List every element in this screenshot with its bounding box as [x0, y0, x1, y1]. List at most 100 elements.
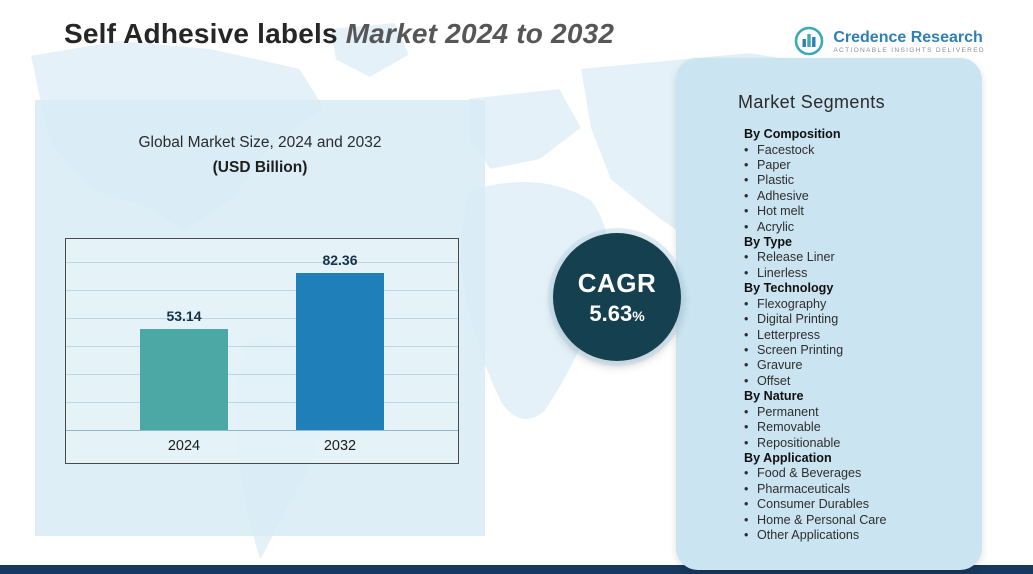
segment-item: • Linerless	[744, 266, 962, 281]
segment-item: • Letterpress	[744, 328, 962, 343]
page-title: Self Adhesive labels Market 2024 to 2032	[64, 18, 614, 50]
segment-item: • Repositionable	[744, 436, 962, 451]
segment-item-label: Plastic	[757, 173, 795, 188]
segment-item-label: Removable	[757, 420, 821, 435]
continent-europe	[467, 87, 583, 171]
cagr-label: CAGR	[577, 267, 657, 298]
segment-item: • Hot melt	[744, 204, 962, 219]
segment-item-label: Hot melt	[757, 204, 804, 219]
segments-list: By Composition • Facestock • Paper • Plastic • A…	[744, 127, 962, 543]
bullet-icon: •	[744, 204, 749, 219]
segments-heading: Market Segments	[738, 92, 886, 112]
bar-value-label: 53.14	[166, 307, 202, 324]
segment-item: • Acrylic	[744, 220, 962, 235]
page-title-main: Self Adhesive labels	[64, 18, 346, 49]
segment-item: • Release Liner	[744, 250, 962, 265]
segment-item-label: Pharmaceuticals	[757, 481, 851, 496]
cagr-number: 5.63	[589, 300, 633, 326]
brand-logo: Credence Research Actionable Insights De…	[792, 24, 985, 58]
segment-group-label: By Technology	[744, 281, 834, 296]
bullet-icon: •	[744, 265, 749, 280]
continent-greenland	[329, 21, 411, 79]
bullet-icon: •	[744, 528, 749, 543]
segment-item: • Removable	[744, 420, 962, 435]
cagr-circle: CAGR 5.63%	[553, 233, 681, 361]
segment-item-label: Letterpress	[757, 327, 820, 342]
chart-gridlines	[66, 239, 458, 431]
page-title-sub: Market 2024 to 2032	[345, 18, 615, 49]
bullet-icon: •	[744, 188, 749, 203]
bullet-icon: •	[744, 250, 749, 265]
segment-item: • Flexography	[744, 297, 962, 312]
bullet-icon: •	[744, 173, 749, 188]
segment-item-label: Flexography	[757, 296, 827, 311]
segment-item: • Other Applications	[744, 528, 962, 543]
bullet-icon: •	[744, 435, 749, 450]
segment-item: • Facestock	[744, 143, 962, 158]
segment-item-label: Gravure	[757, 358, 803, 373]
bullet-icon: •	[744, 420, 749, 435]
segment-item: • Digital Printing	[744, 312, 962, 327]
bullet-icon: •	[744, 497, 749, 512]
bullet-icon: •	[744, 404, 749, 419]
segment-item: • Plastic	[744, 173, 962, 188]
segment-item-label: Digital Printing	[757, 312, 839, 327]
segment-item-label: Repositionable	[757, 435, 841, 450]
bullet-icon: •	[744, 466, 749, 481]
segment-item: • Pharmaceuticals	[744, 482, 962, 497]
segment-item-label: Other Applications	[757, 528, 860, 543]
bullet-icon: •	[744, 342, 749, 357]
bullet-icon: •	[744, 373, 749, 388]
bar-group: 53.14 2024 82.36 2032	[66, 239, 458, 463]
segment-group-label: By Nature	[744, 389, 804, 404]
logo-chart-icon	[795, 26, 824, 56]
bullet-icon: •	[744, 219, 749, 234]
segment-group-label: By Application	[744, 450, 832, 465]
cagr-percent-sign: %	[632, 307, 645, 324]
chart-panel: Global Market Size, 2024 and 2032 (USD B…	[35, 100, 485, 536]
bar-chart: 53.14 2024 82.36 2032	[65, 238, 459, 464]
bullet-icon: •	[744, 358, 749, 373]
bar-category-label: 2024	[167, 437, 201, 454]
segment-item-label: Paper	[757, 157, 791, 172]
bar-value-label: 82.36	[322, 251, 358, 268]
bar-category-label: 2032	[323, 437, 357, 454]
bar-column: 82.36 2032	[292, 239, 388, 463]
segment-group-label: By Type	[744, 234, 793, 249]
segment-item-label: Facestock	[757, 142, 815, 157]
cagr-value: 5.63%	[589, 301, 644, 327]
logo-text: Credence Research Actionable Insights De…	[833, 29, 985, 54]
chart-title: Global Market Size, 2024 and 2032	[138, 134, 382, 151]
segment-item-label: Food & Beverages	[757, 466, 862, 481]
bullet-icon: •	[744, 296, 749, 311]
segment-item: • Consumer Durables	[744, 497, 962, 512]
bar-2032	[296, 272, 384, 430]
logo-tagline: Actionable Insights Delivered	[833, 46, 985, 54]
segment-item: • Food & Beverages	[744, 466, 962, 481]
bottom-accent-strip	[0, 565, 1033, 574]
bullet-icon: •	[744, 157, 749, 172]
logo-name: Credence Research	[833, 28, 983, 46]
segment-item: • Permanent	[744, 405, 962, 420]
chart-subtitle: (USD Billion)	[212, 159, 308, 176]
bullet-icon: •	[744, 481, 749, 496]
segment-item: • Adhesive	[744, 189, 962, 204]
segment-item: • Gravure	[744, 358, 962, 373]
bar-column: 53.14 2024	[136, 239, 232, 463]
segment-item-label: Consumer Durables	[757, 497, 869, 512]
bullet-icon: •	[744, 327, 749, 342]
segment-group-label: By Composition	[744, 127, 841, 141]
segment-item-label: Acrylic	[757, 219, 795, 234]
segment-item: • Home & Personal Care	[744, 513, 962, 528]
segment-item-label: Home & Personal Care	[757, 512, 887, 527]
segment-item-label: Permanent	[757, 404, 819, 419]
segment-item: • Screen Printing	[744, 343, 962, 358]
segment-item: • Paper	[744, 158, 962, 173]
segment-item-label: Adhesive	[757, 188, 809, 203]
segment-item-label: Offset	[757, 373, 791, 388]
bullet-icon: •	[744, 312, 749, 327]
segments-panel: Market Segments By Composition • Facestock…	[676, 58, 982, 570]
bar-2024	[140, 328, 228, 430]
bullet-icon: •	[744, 142, 749, 157]
